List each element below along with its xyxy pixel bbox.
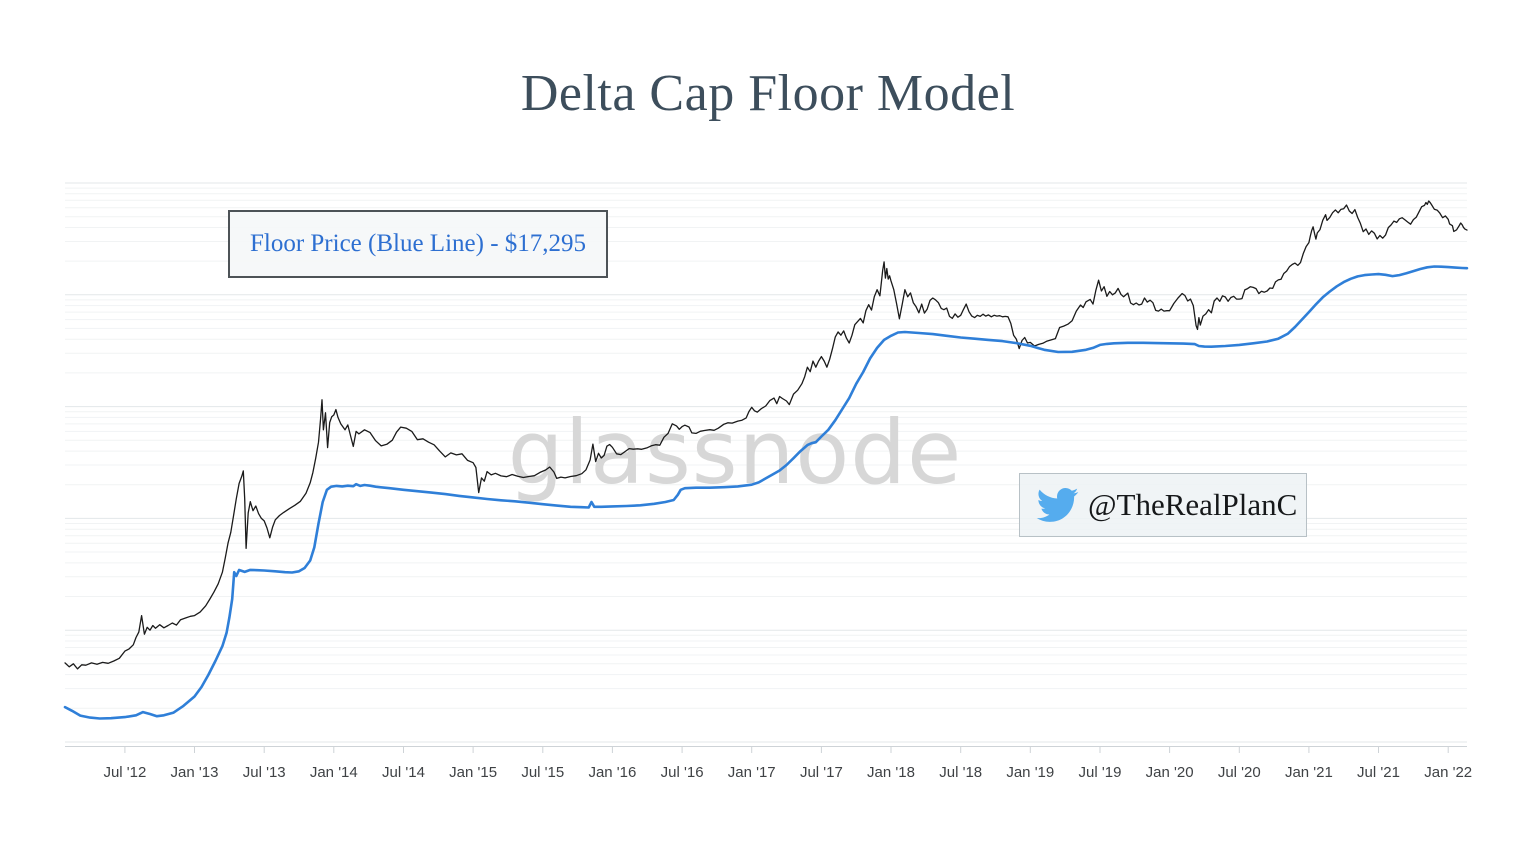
twitter-bird-icon <box>1036 488 1079 522</box>
x-axis-tick-label: Jul '12 <box>103 764 146 781</box>
btc-price-line <box>64 200 1468 670</box>
x-axis-tick-label: Jul '21 <box>1357 764 1400 781</box>
x-axis-tick-label: Jan '16 <box>588 764 636 781</box>
x-axis-tick-label: Jan '21 <box>1285 764 1333 781</box>
x-axis-tick-label: Jul '15 <box>521 764 564 781</box>
x-axis-tick-label: Jul '14 <box>382 764 425 781</box>
twitter-handle: @TheRealPlanC <box>1088 487 1298 522</box>
x-axis-tick-label: Jan '22 <box>1424 764 1472 781</box>
x-axis-tick-label: Jul '18 <box>939 764 982 781</box>
floor-price-line <box>63 265 1469 720</box>
x-axis-tick-label: Jul '13 <box>243 764 286 781</box>
x-axis-tick-label: Jan '18 <box>867 764 915 781</box>
x-axis-tick-label: Jan '14 <box>310 764 358 781</box>
x-axis-tick-label: Jan '20 <box>1146 764 1194 781</box>
x-axis-tick-label: Jul '19 <box>1079 764 1122 781</box>
floor-price-annotation-box: Floor Price (Blue Line) - $17,295 <box>228 210 608 278</box>
x-axis-tick-label: Jul '17 <box>800 764 843 781</box>
x-axis-tick-label: Jul '16 <box>661 764 704 781</box>
floor-price-label: Floor Price (Blue Line) - $17,295 <box>249 230 587 257</box>
x-axis-tick-label: Jul '20 <box>1218 764 1261 781</box>
x-axis-tick-label: Jan '15 <box>449 764 497 781</box>
glassnode-watermark: glassnode <box>508 401 963 504</box>
x-axis-tick-label: Jan '19 <box>1006 764 1054 781</box>
page-title: Delta Cap Floor Model <box>520 65 1016 122</box>
x-axis: Jul '12 Jan '13 Jul '13 Jan '14 Jul '14 Jan '… <box>65 746 1472 781</box>
twitter-attribution-box: @TheRealPlanC <box>1019 473 1307 537</box>
x-axis-tick-label: Jan '17 <box>728 764 776 781</box>
x-axis-tick-label: Jan '13 <box>171 764 219 781</box>
